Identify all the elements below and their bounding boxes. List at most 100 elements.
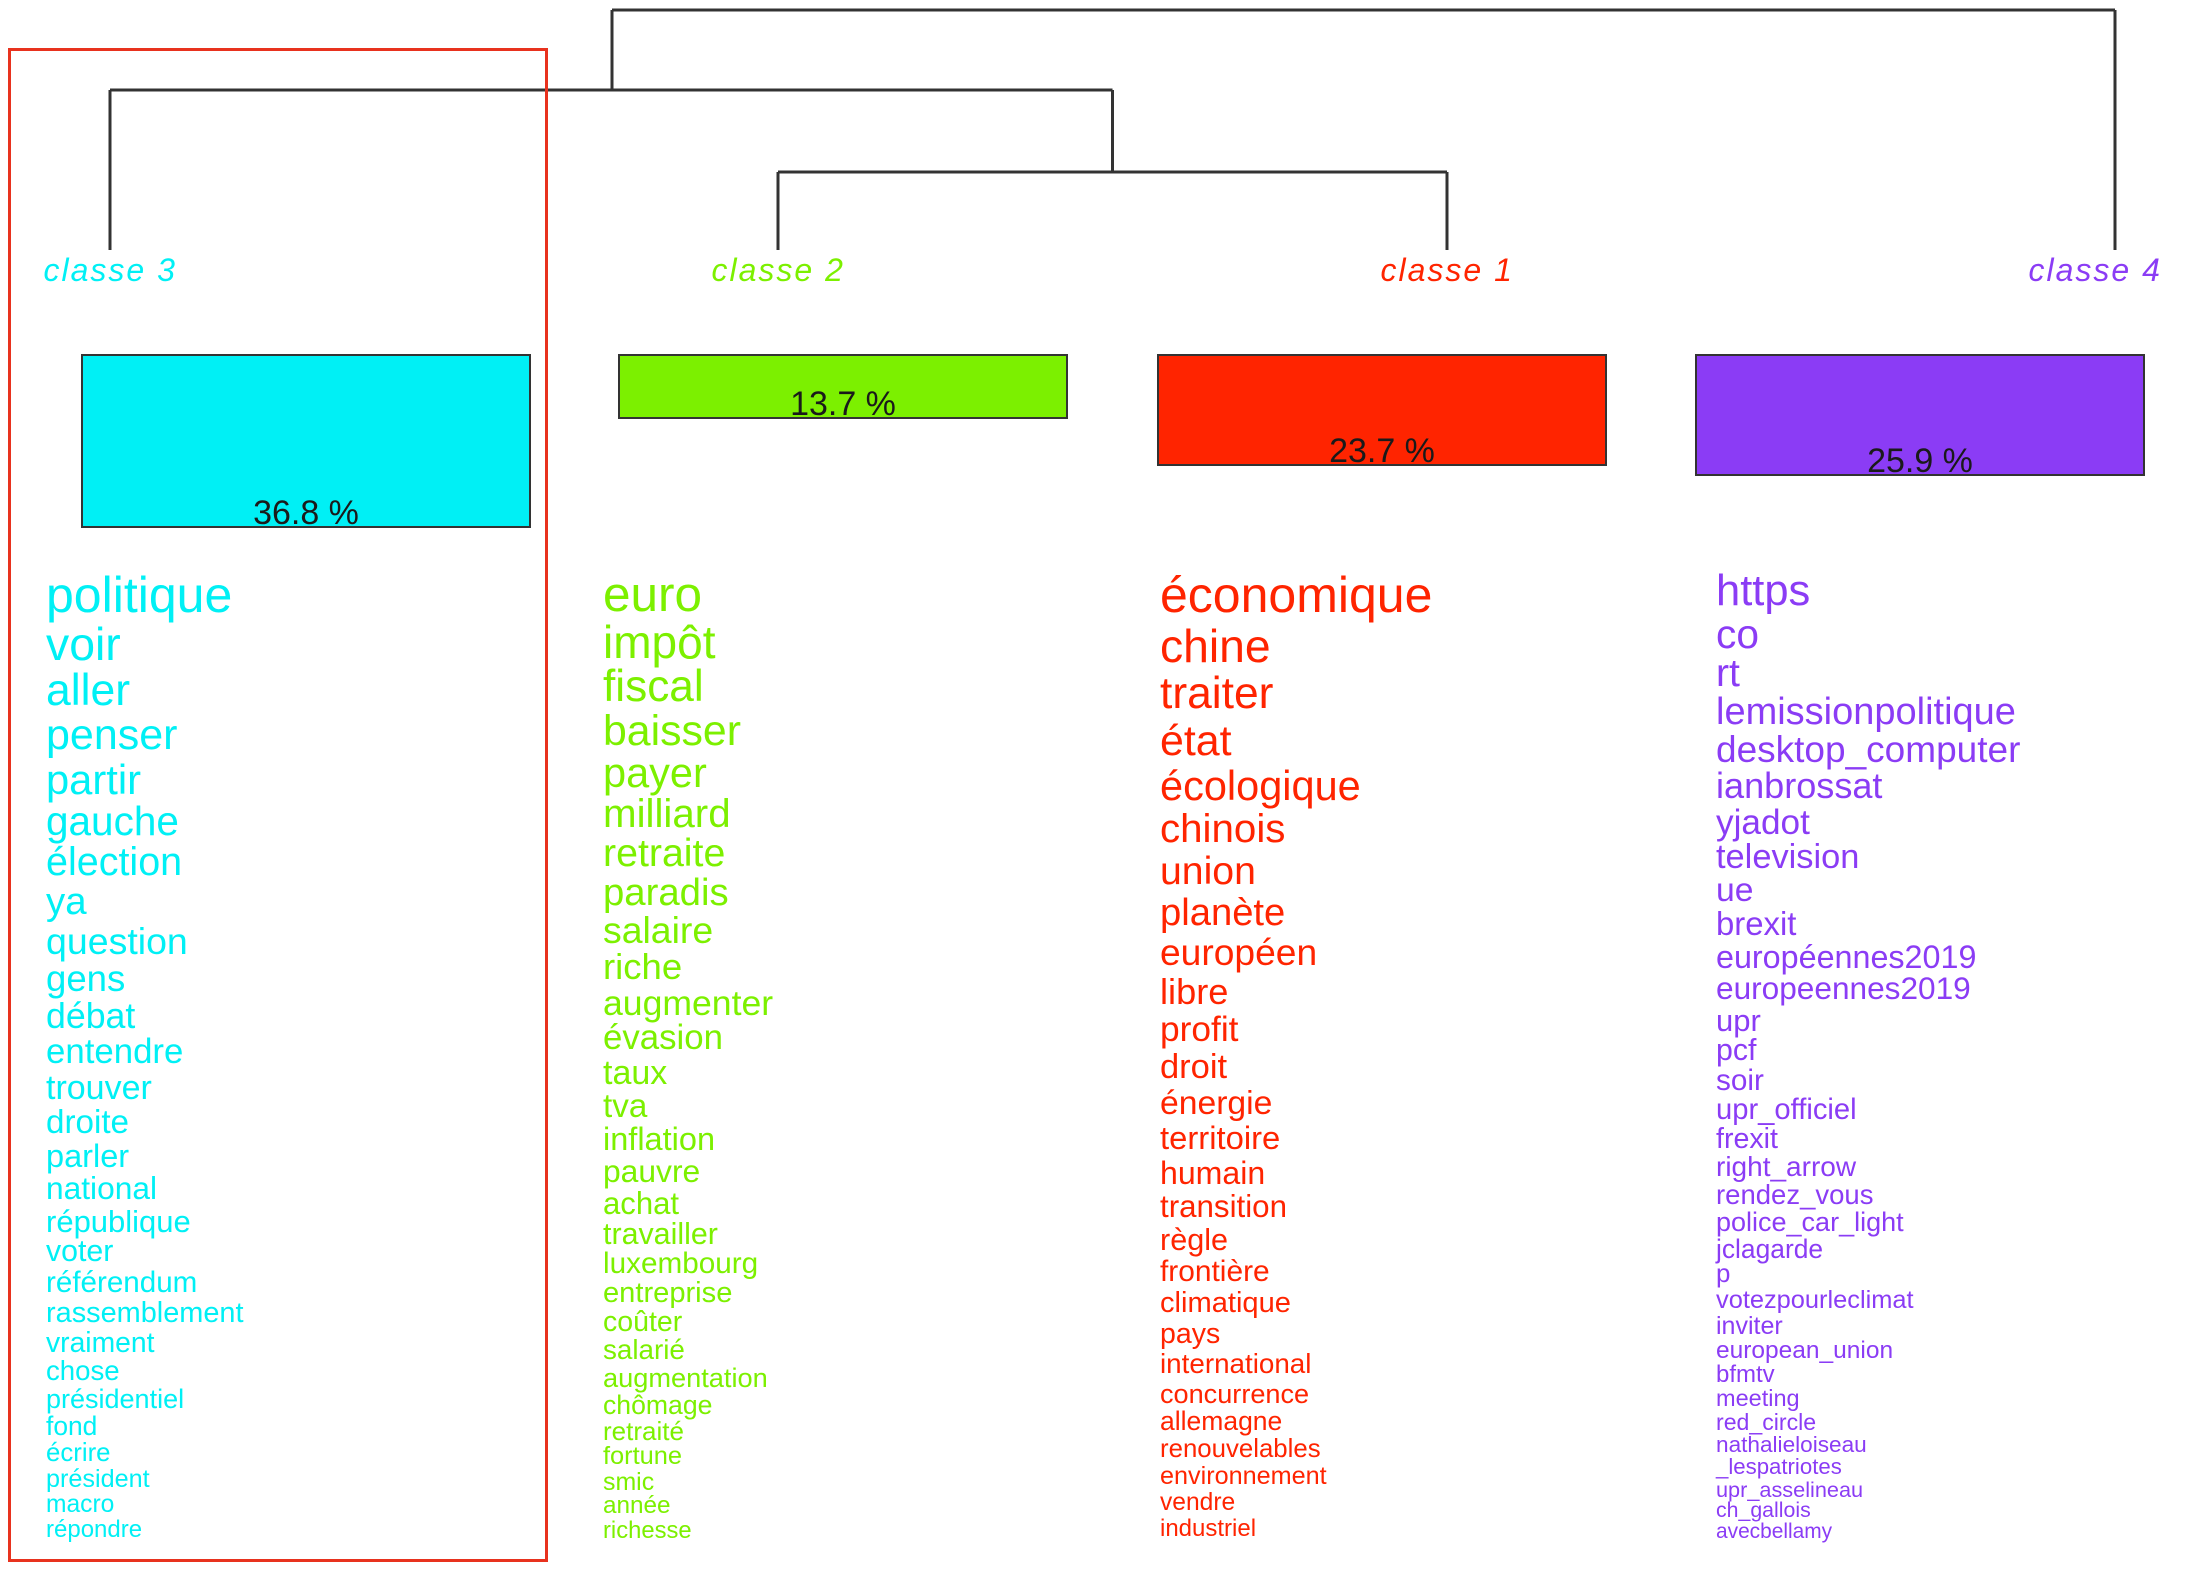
word-item: chose	[46, 1355, 120, 1387]
word-item: entendre	[46, 1032, 184, 1072]
word-item: année	[603, 1492, 671, 1520]
word-item: inflation	[603, 1121, 716, 1158]
word-item: retraité	[603, 1416, 684, 1447]
word-item: chômage	[603, 1389, 713, 1420]
word-item: vraiment	[46, 1326, 155, 1359]
word-item: parler	[46, 1137, 130, 1174]
word-item: climatique	[1160, 1286, 1291, 1319]
word-item: pays	[1160, 1317, 1221, 1350]
word-item: trouver	[46, 1068, 152, 1107]
word-item: république	[46, 1203, 191, 1239]
word-item: red_circle	[1716, 1408, 1817, 1435]
word-item: humain	[1160, 1155, 1266, 1192]
word-item: évasion	[603, 1018, 723, 1058]
word-item: votezpourleclimat	[1716, 1286, 1914, 1315]
word-item: lemissionpolitique	[1716, 691, 2016, 734]
word-item: règle	[1160, 1222, 1229, 1257]
word-item: national	[46, 1170, 157, 1207]
percent-label-classe-1: 23.7 %	[1329, 432, 1435, 470]
word-item: pauvre	[603, 1152, 701, 1189]
percent-label-classe-2: 13.7 %	[790, 385, 896, 423]
word-item: achat	[603, 1185, 680, 1221]
word-item: vendre	[1160, 1488, 1236, 1516]
word-item: renouvelables	[1160, 1434, 1321, 1463]
word-item: upr_asselineau	[1716, 1476, 1864, 1502]
word-item: transition	[1160, 1189, 1287, 1225]
word-item: débat	[46, 995, 136, 1036]
word-item: augmenter	[603, 982, 774, 1023]
word-item: chine	[1160, 620, 1271, 673]
word-item: augmentation	[603, 1362, 768, 1394]
word-item: _lespatriotes	[1716, 1454, 1842, 1480]
word-item: énergie	[1160, 1083, 1273, 1122]
highlight-frame-classe-3	[8, 48, 548, 1562]
word-item: euro	[603, 567, 703, 622]
word-item: taux	[603, 1054, 668, 1093]
word-item: territoire	[1160, 1119, 1281, 1157]
class-label-classe-1: classe 1	[1380, 252, 1514, 288]
word-item: soir	[1716, 1063, 1764, 1097]
word-item: planète	[1160, 890, 1286, 934]
word-item: rendez_vous	[1716, 1179, 1874, 1211]
word-item: ianbrossat	[1716, 765, 1883, 807]
word-item: pcf	[1716, 1033, 1757, 1067]
word-item: rassemblement	[46, 1296, 244, 1329]
word-item: retraite	[603, 831, 726, 876]
word-item: desktop_computer	[1716, 729, 2021, 771]
word-item: rt	[1716, 652, 1740, 696]
word-item: concurrence	[1160, 1377, 1310, 1409]
word-item: économique	[1160, 567, 1433, 623]
word-item: penser	[46, 711, 178, 760]
word-item: jclagarde	[1716, 1233, 1824, 1264]
word-item: smic	[603, 1467, 655, 1496]
word-item: écrire	[46, 1438, 111, 1467]
word-item: frexit	[1716, 1122, 1778, 1155]
word-item: répondre	[46, 1515, 143, 1543]
percent-bar-classe-4: 25.9 %	[1695, 354, 2145, 480]
word-item: aller	[46, 665, 131, 715]
percent-label-classe-4: 25.9 %	[1867, 442, 1973, 480]
word-item: frontière	[1160, 1255, 1270, 1289]
word-item: bfmtv	[1716, 1361, 1775, 1389]
percent-bar-classe-2: 13.7 %	[618, 354, 1068, 423]
word-item: upr	[1716, 1002, 1761, 1038]
word-item: co	[1716, 610, 1759, 657]
word-item: travailler	[603, 1216, 718, 1251]
word-item: voter	[46, 1235, 114, 1269]
class-label-classe-3: classe 3	[43, 252, 177, 288]
word-item: écologique	[1160, 762, 1361, 810]
word-item: inviter	[1716, 1311, 1783, 1340]
word-item: droit	[1160, 1048, 1228, 1086]
word-item: ya	[46, 880, 87, 924]
word-item: p	[1716, 1260, 1731, 1289]
word-item: industriel	[1160, 1515, 1257, 1543]
word-item: allemagne	[1160, 1406, 1283, 1437]
word-item: coûter	[603, 1305, 683, 1338]
word-item: voir	[46, 618, 121, 671]
word-item: salarié	[603, 1334, 685, 1366]
word-item: impôt	[603, 616, 716, 669]
word-item: police_car_light	[1716, 1206, 1904, 1237]
word-item: brexit	[1716, 904, 1797, 942]
class-label-classe-2: classe 2	[711, 252, 845, 288]
class-label-classe-4: classe 4	[2028, 252, 2162, 288]
word-item: état	[1160, 716, 1232, 765]
word-item: payer	[603, 749, 707, 797]
word-item: élection	[46, 839, 183, 884]
word-item: gens	[46, 958, 126, 1000]
word-item: upr_officiel	[1716, 1093, 1857, 1126]
word-item: européen	[1160, 931, 1318, 974]
word-item: television	[1716, 837, 1860, 876]
word-item: riche	[603, 946, 683, 988]
word-item: union	[1160, 850, 1256, 894]
word-item: ue	[1716, 871, 1754, 910]
word-item: nathalieloiseau	[1716, 1431, 1867, 1457]
word-item: international	[1160, 1348, 1312, 1380]
word-item: politique	[46, 567, 233, 623]
word-item: environnement	[1160, 1462, 1327, 1491]
word-item: richesse	[603, 1516, 692, 1544]
percent-label-classe-3: 36.8 %	[253, 494, 359, 532]
word-item: européennes2019	[1716, 938, 1977, 975]
word-item: yjadot	[1716, 802, 1810, 842]
word-item: chinois	[1160, 806, 1286, 852]
